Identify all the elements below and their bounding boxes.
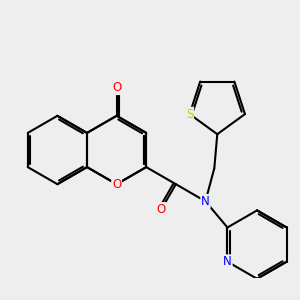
Text: O: O <box>112 81 121 94</box>
Text: N: N <box>201 195 210 208</box>
Text: O: O <box>157 203 166 216</box>
Text: N: N <box>223 255 232 268</box>
Text: S: S <box>186 108 193 121</box>
Text: O: O <box>112 178 121 191</box>
